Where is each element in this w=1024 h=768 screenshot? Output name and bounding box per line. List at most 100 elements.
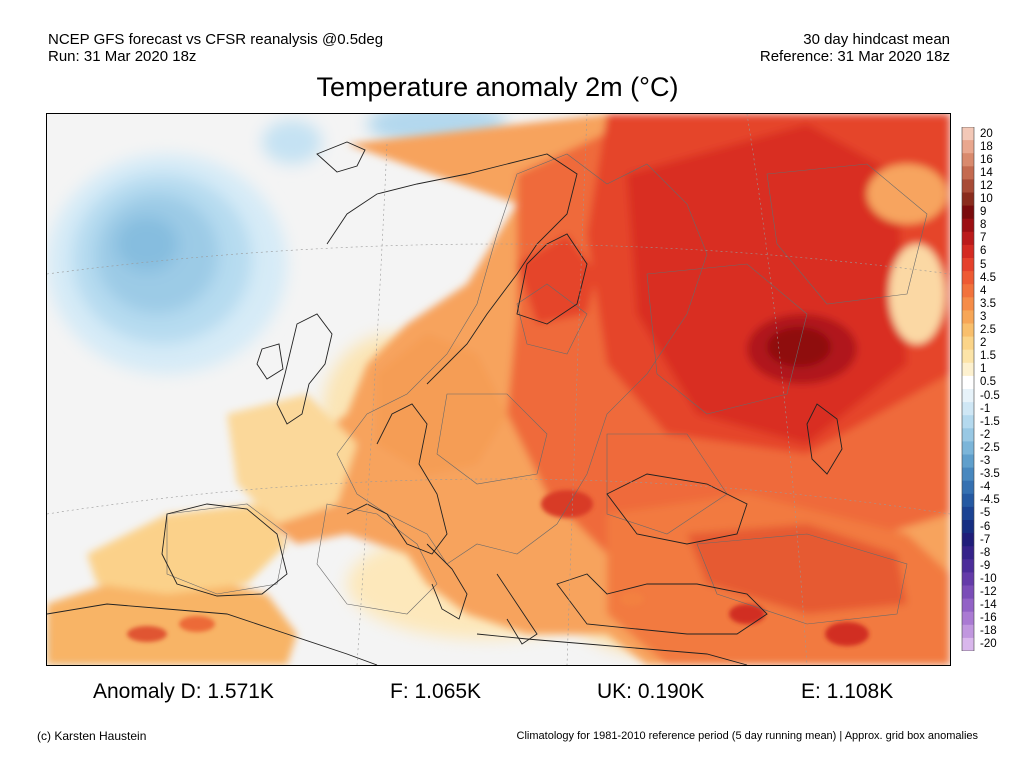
colorbar-tick-label: 10 xyxy=(980,193,993,206)
climatology-note: Climatology for 1981-2010 reference peri… xyxy=(516,730,978,742)
colorbar-tick-label: 14 xyxy=(980,166,993,179)
colorbar-tick-label: 4 xyxy=(980,284,987,297)
header-right: 30 day hindcast mean Reference: 31 Mar 2… xyxy=(760,31,950,65)
colorbar-tick-label: -0.5 xyxy=(980,389,1000,402)
colorbar-swatch xyxy=(962,244,974,259)
colorbar-swatch xyxy=(962,598,974,613)
colorbar-swatch xyxy=(962,375,974,390)
colorbar-swatch xyxy=(962,153,974,167)
graticule xyxy=(47,114,950,665)
coastlines xyxy=(47,141,843,665)
colorbar-tick-label: 8 xyxy=(980,219,987,232)
colorbar-swatch xyxy=(962,467,974,482)
anomaly-map xyxy=(46,113,951,666)
colorbar-swatch xyxy=(962,389,974,403)
reference-time: Reference: 31 Mar 2020 18z xyxy=(759,48,950,65)
stat-europe: E: 1.108K xyxy=(801,680,894,703)
colorbar-swatch xyxy=(962,506,974,521)
colorbar-tick-label: 3 xyxy=(980,310,987,323)
colorbar-swatch xyxy=(962,297,974,311)
country-borders xyxy=(166,153,928,625)
colorbar-swatch xyxy=(962,611,974,626)
colorbar-swatch xyxy=(962,140,974,154)
colorbar-swatch xyxy=(962,572,974,586)
colorbar-tick-label: 18 xyxy=(980,140,993,153)
colorbar-swatch xyxy=(962,166,974,180)
run-time: Run: 31 Mar 2020 18z xyxy=(48,48,197,65)
colorbar-tick-label: 5 xyxy=(980,258,987,271)
colorbar-swatch xyxy=(962,493,974,508)
colorbar-swatch xyxy=(962,441,974,455)
stat-domain: Anomaly D: 1.571K xyxy=(93,680,274,703)
colorbar-outline xyxy=(961,127,975,651)
colorbar-swatch xyxy=(962,428,974,442)
colorbar-tick-label: 7 xyxy=(980,232,987,245)
colorbar-swatch xyxy=(962,480,974,495)
colorbar-tick-label: 12 xyxy=(980,179,993,192)
colorbar-tick-label: 1 xyxy=(980,363,987,376)
colorbar-tick-label: -4 xyxy=(980,481,991,494)
colorbar-tick-label: -2.5 xyxy=(980,441,1000,454)
colorbar-swatch xyxy=(962,231,974,246)
colorbar-swatch xyxy=(962,402,974,416)
colorbar-labels: 20 18 16 14 12 10 9 8 7 6 5 4.5 4 3.5 3 2.5 2 1.5 1 0.5 -0.5… xyxy=(980,127,1024,651)
colorbar-swatch xyxy=(962,192,974,207)
model-description: NCEP GFS forecast vs CFSR reanalysis @0.… xyxy=(48,31,384,48)
colorbar-tick-label: -12 xyxy=(980,586,997,599)
colorbar-swatch xyxy=(962,520,974,534)
colorbar-tick-label: -20 xyxy=(980,638,997,651)
colorbar-tick-label: -5 xyxy=(980,507,991,520)
colorbar-tick-label: -14 xyxy=(980,599,997,612)
colorbar-tick-label: -2 xyxy=(980,428,991,441)
colorbar-swatch xyxy=(962,559,974,573)
stat-france: F: 1.065K xyxy=(390,680,482,703)
colorbar-swatch xyxy=(962,271,974,285)
colorbar-swatch xyxy=(962,284,974,298)
colorbar-swatch xyxy=(962,218,974,233)
colorbar-tick-label: 20 xyxy=(980,127,993,140)
colorbar-swatch xyxy=(962,533,974,547)
colorbar-swatch xyxy=(962,637,974,651)
colorbar-swatch xyxy=(962,624,974,639)
colorbar xyxy=(961,127,975,651)
colorbar-tick-label: 2 xyxy=(980,337,987,350)
colorbar-swatch xyxy=(962,415,974,429)
colorbar-tick-label: -7 xyxy=(980,533,991,546)
colorbar-swatch xyxy=(962,179,974,193)
colorbar-tick-label: 4.5 xyxy=(980,271,996,284)
hindcast-description: 30 day hindcast mean xyxy=(803,31,950,48)
colorbar-swatch xyxy=(962,362,974,377)
colorbar-swatch xyxy=(962,546,974,560)
colorbar-swatch xyxy=(962,258,974,272)
colorbar-tick-label: 16 xyxy=(980,153,993,166)
colorbar-tick-label: 9 xyxy=(980,206,987,219)
anomaly-map-graphic xyxy=(47,114,950,665)
colorbar-swatch xyxy=(962,323,974,338)
colorbar-swatch xyxy=(962,585,974,600)
anomaly-stats: Anomaly D: 1.571K F: 1.065K UK: 0.190K E… xyxy=(0,680,1024,706)
header-left: NCEP GFS forecast vs CFSR reanalysis @0.… xyxy=(48,31,383,65)
colorbar-tick-label: -1 xyxy=(980,402,991,415)
stat-uk: UK: 0.190K xyxy=(597,680,705,703)
colorbar-tick-label: 1.5 xyxy=(980,350,996,363)
colorbar-tick-label: 6 xyxy=(980,245,987,258)
land-hotspots xyxy=(127,490,869,646)
colorbar-swatch xyxy=(962,336,974,351)
colorbar-tick-label: -16 xyxy=(980,612,997,625)
colorbar-swatch xyxy=(962,127,974,141)
land-warm-field xyxy=(47,114,950,665)
colorbar-tick-label: -9 xyxy=(980,559,991,572)
colorbar-tick-label: -3.5 xyxy=(980,468,1000,481)
colorbar-tick-label: -3 xyxy=(980,455,991,468)
copyright: (c) Karsten Haustein xyxy=(37,729,147,743)
colorbar-swatch xyxy=(962,454,974,469)
colorbar-tick-label: 3.5 xyxy=(980,297,996,310)
colorbar-tick-label: -1.5 xyxy=(980,415,1000,428)
colorbar-swatch xyxy=(962,310,974,324)
colorbar-tick-label: -18 xyxy=(980,625,997,638)
map-title: Temperature anomaly 2m (°C) xyxy=(316,72,679,102)
colorbar-tick-label: -8 xyxy=(980,546,991,559)
colorbar-swatch xyxy=(962,205,974,220)
colorbar-swatch xyxy=(962,349,974,364)
colorbar-tick-label: 2.5 xyxy=(980,324,996,337)
